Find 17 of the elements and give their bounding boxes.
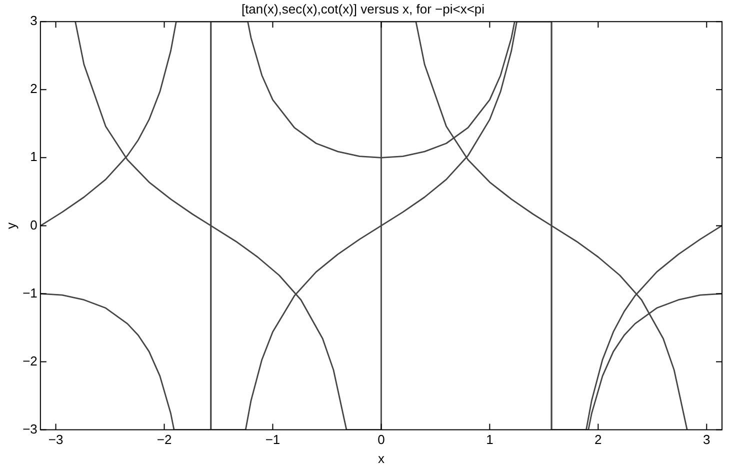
x-tick-label: −1 bbox=[265, 432, 280, 448]
x-tick-label: 0 bbox=[378, 432, 385, 448]
y-tick-label: 3 bbox=[30, 13, 38, 28]
x-tick-label: 1 bbox=[486, 432, 494, 448]
x-tick-label: −2 bbox=[156, 432, 172, 448]
x-tick-label: −3 bbox=[48, 432, 64, 448]
x-tick-label: 3 bbox=[703, 432, 710, 448]
y-tick-label: 1 bbox=[30, 149, 38, 164]
y-tick-label: −1 bbox=[22, 285, 38, 300]
y-tick-label: −2 bbox=[22, 353, 38, 368]
x-tick-label: 2 bbox=[594, 432, 602, 448]
y-axis-title: y bbox=[3, 222, 18, 229]
y-tick-label: 2 bbox=[30, 81, 38, 96]
x-axis-title: x bbox=[378, 450, 385, 466]
chart-title: [tan(x),sec(x),cot(x)] versus x, for −pi<x<pi bbox=[241, 1, 485, 16]
y-tick-label: −3 bbox=[22, 421, 38, 436]
y-tick-label: 0 bbox=[30, 217, 38, 232]
